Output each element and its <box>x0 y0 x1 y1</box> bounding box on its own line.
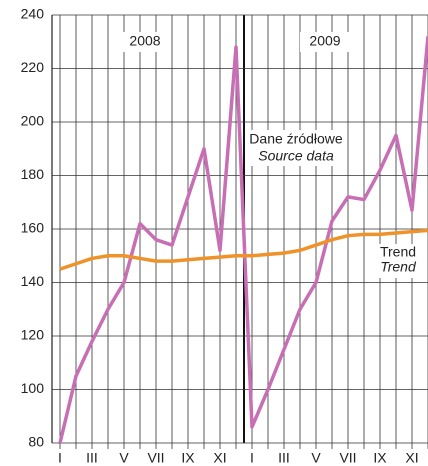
series-line <box>59 228 428 271</box>
year-label: 2008 <box>129 33 160 49</box>
y-tick-label: 80 <box>28 434 44 450</box>
y-tick-label: 180 <box>21 166 45 182</box>
x-tick-label: I <box>250 450 254 466</box>
series-label: Trend <box>380 259 417 275</box>
label-bg <box>250 130 342 166</box>
y-tick-label: 220 <box>21 59 45 75</box>
label-bg <box>120 32 170 52</box>
x-tick-label: VII <box>339 450 356 466</box>
x-tick-label: I <box>58 450 62 466</box>
grid <box>51 14 428 449</box>
x-tick-label: XI <box>213 450 226 466</box>
series-label: Source data <box>258 148 334 164</box>
y-tick-label: 160 <box>21 220 45 236</box>
x-tick-label: III <box>278 450 290 466</box>
y-tick-label: 120 <box>21 327 45 343</box>
series-label: Dane źródłowe <box>249 131 343 147</box>
x-tick-label: VII <box>147 450 164 466</box>
x-tick-label: IX <box>181 450 195 466</box>
x-tick-label: V <box>311 450 321 466</box>
label-bg <box>300 32 350 52</box>
label-bg <box>375 244 421 278</box>
year-label: 2009 <box>309 33 340 49</box>
x-tick-label: III <box>86 450 98 466</box>
x-tick-label: V <box>119 450 129 466</box>
x-tick-label: IX <box>373 450 387 466</box>
lines <box>58 36 428 444</box>
series-label: Trend <box>380 244 416 260</box>
series-line <box>58 36 428 444</box>
y-tick-label: 140 <box>21 273 45 289</box>
y-tick-label: 100 <box>21 380 45 396</box>
y-tick-label: 240 <box>21 6 45 22</box>
y-tick-label: 200 <box>21 113 45 129</box>
x-tick-label: XI <box>405 450 418 466</box>
